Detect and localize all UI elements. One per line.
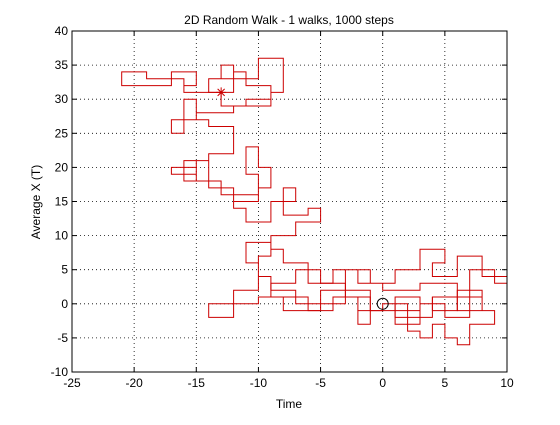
x-tick-label: -15 bbox=[188, 376, 206, 390]
chart-title: 2D Random Walk - 1 walks, 1000 steps bbox=[184, 13, 394, 27]
y-tick-label: -10 bbox=[51, 365, 69, 379]
x-tick-label: -25 bbox=[63, 376, 81, 390]
x-tick-label: -5 bbox=[315, 376, 326, 390]
markers bbox=[216, 87, 389, 310]
y-tick-label: 10 bbox=[55, 229, 69, 243]
y-tick-label: 0 bbox=[61, 297, 68, 311]
axis-ticks bbox=[71, 30, 508, 373]
y-tick-label: 40 bbox=[55, 24, 69, 38]
y-tick-label: 5 bbox=[61, 263, 68, 277]
y-tick-label: 35 bbox=[55, 58, 69, 72]
y-tick-label: 20 bbox=[55, 160, 69, 174]
x-tick-label: -20 bbox=[125, 376, 143, 390]
start-marker bbox=[376, 297, 389, 310]
end-marker-stroke bbox=[217, 88, 225, 97]
y-tick-label: -5 bbox=[57, 331, 68, 345]
x-tick-label: 5 bbox=[442, 376, 449, 390]
y-tick-label: 15 bbox=[55, 195, 69, 209]
y-tick-label: 30 bbox=[55, 92, 69, 106]
walk-path bbox=[270, 269, 471, 325]
y-tick-labels: -10 -5 0 5 10 15 20 25 30 35 40 bbox=[51, 24, 69, 379]
x-tick-label: 10 bbox=[500, 376, 514, 390]
y-axis-label: Average X (T) bbox=[29, 165, 43, 239]
y-tick-label: 25 bbox=[55, 126, 69, 140]
end-marker bbox=[216, 87, 227, 98]
x-tick-label: 0 bbox=[379, 376, 386, 390]
walk-path bbox=[121, 71, 222, 93]
x-axis-label: Time bbox=[276, 397, 303, 411]
grid bbox=[72, 31, 507, 372]
plot-lines bbox=[121, 57, 508, 346]
x-tick-labels: -25 -20 -15 -10 -5 0 5 10 bbox=[63, 376, 514, 390]
x-tick-label: -10 bbox=[250, 376, 268, 390]
